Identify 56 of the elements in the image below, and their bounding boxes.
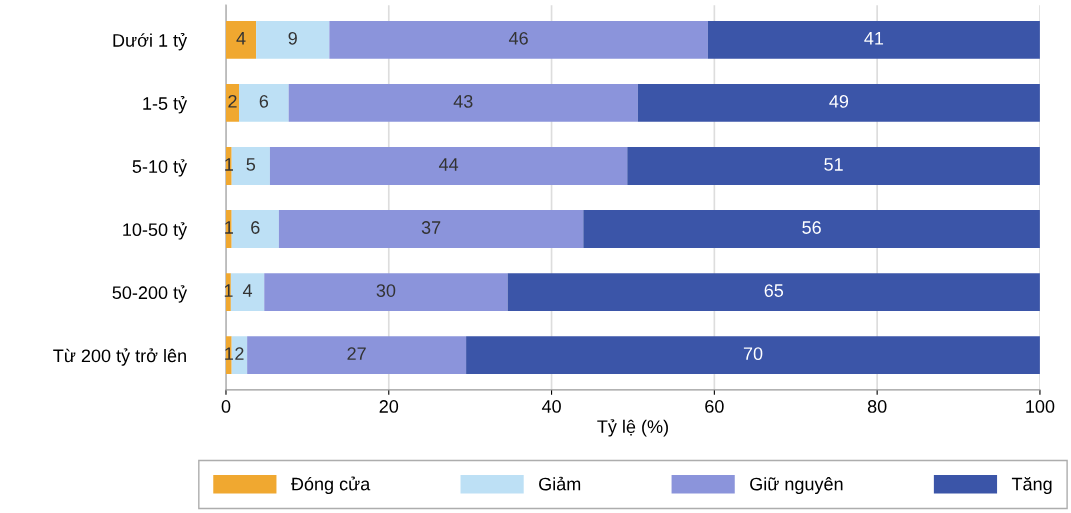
data-label: 9 — [288, 31, 297, 45]
data-label: 5 — [246, 158, 256, 171]
x-tick-label: 40 — [541, 400, 561, 413]
data-label: 41 — [864, 32, 884, 45]
data-label: 37 — [421, 221, 441, 234]
bar — [231, 336, 248, 375]
bar — [256, 20, 330, 59]
data-label: 4 — [236, 32, 246, 45]
bar — [466, 336, 1040, 375]
bar — [264, 273, 508, 312]
data-label: 27 — [347, 347, 366, 360]
bar — [637, 83, 1040, 122]
y-tick-label: 50-200 tỷ — [112, 285, 188, 303]
data-label: 6 — [251, 221, 260, 234]
x-tick-label: 20 — [379, 400, 399, 413]
x-tick-label: 100 — [1026, 400, 1055, 413]
data-label: 2 — [235, 347, 244, 360]
bar — [329, 20, 708, 59]
bar — [225, 83, 239, 122]
data-label: 51 — [824, 158, 843, 171]
legend-label: Giảm — [539, 476, 581, 491]
bar — [278, 210, 584, 248]
bar — [269, 147, 628, 185]
bar — [231, 210, 279, 248]
x-tick-label: 60 — [705, 400, 724, 413]
bar — [231, 147, 270, 185]
data-label: 6 — [259, 94, 269, 108]
bar — [288, 83, 638, 122]
data-label: 2 — [228, 94, 237, 108]
data-label: 70 — [743, 347, 763, 361]
x-axis-title: Tỷ lệ (%) — [597, 419, 668, 437]
bar — [507, 273, 1040, 312]
data-label: 65 — [764, 284, 784, 297]
bar — [239, 83, 289, 122]
data-label: 56 — [802, 221, 821, 234]
data-label: 4 — [242, 284, 253, 297]
data-label: 49 — [829, 94, 849, 108]
x-tick-label: 80 — [867, 400, 887, 413]
y-tick-label: Dưới 1 tỷ — [113, 33, 188, 51]
bar — [583, 210, 1040, 248]
bar — [225, 20, 257, 59]
y-tick-label: 5-10 tỷ — [132, 159, 188, 177]
bar — [247, 336, 467, 375]
legend-label: Giữ nguyên — [750, 477, 843, 495]
y-tick-label: Từ 200 tỷ trở lên — [53, 348, 186, 366]
x-tick-label: 0 — [221, 400, 231, 413]
data-label: 43 — [453, 94, 473, 108]
bar — [627, 147, 1040, 185]
y-tick-label: 1-5 tỷ — [143, 96, 188, 114]
data-label: 46 — [508, 31, 528, 45]
bar — [707, 20, 1040, 59]
y-tick-label: 10-50 tỷ — [123, 222, 188, 240]
legend-label: Đóng cửa — [291, 476, 371, 495]
data-label: 30 — [376, 284, 396, 297]
legend-label: Tăng — [1011, 476, 1052, 495]
data-label: 44 — [438, 158, 459, 171]
